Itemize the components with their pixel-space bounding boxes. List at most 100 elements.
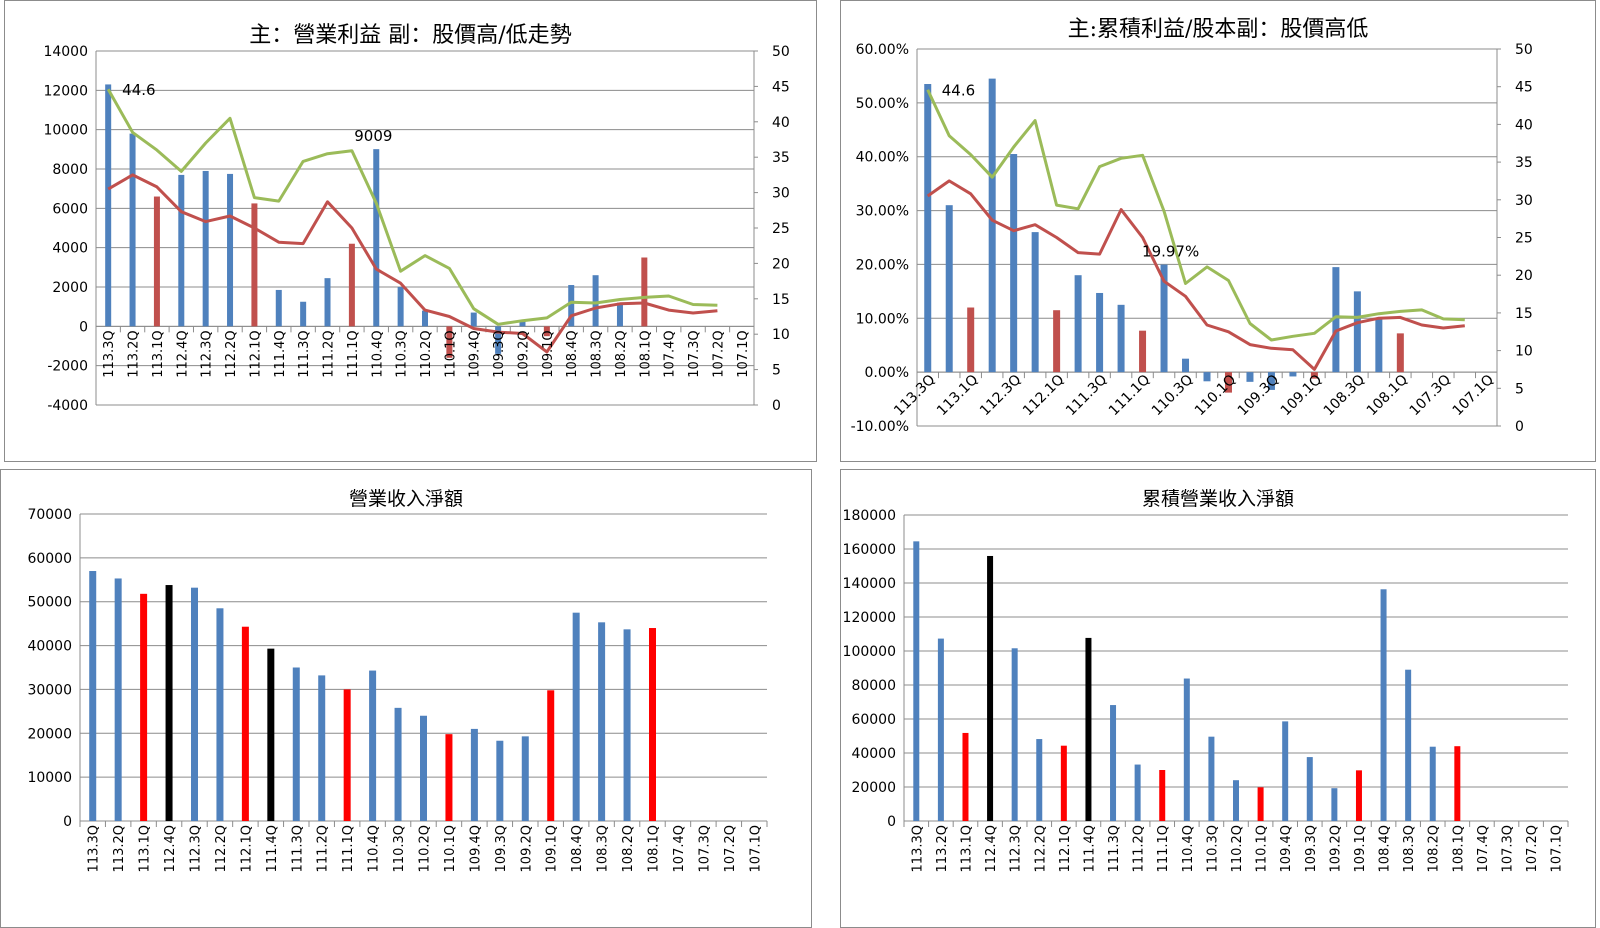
x-tick-label: 109.3Q bbox=[494, 825, 509, 872]
bar bbox=[1246, 372, 1254, 382]
bar bbox=[649, 628, 656, 821]
y-tick-label: 8000 bbox=[52, 162, 88, 178]
y-tick-label: -10.00% bbox=[851, 419, 909, 435]
x-tick-label: 110.3Q bbox=[392, 825, 407, 872]
x-tick-label: 113.3Q bbox=[87, 825, 102, 872]
bar bbox=[202, 170, 209, 327]
cumulative-revenue-chart: 0 20000 40000 60000 80000 100000 120000 140000 1… bbox=[843, 508, 1569, 872]
series-line bbox=[926, 179, 1465, 371]
y-tick-label: 80000 bbox=[851, 678, 896, 694]
y-tick-label: 70000 bbox=[27, 507, 72, 523]
bar bbox=[1282, 721, 1289, 821]
x-tick-label: 111.1Q bbox=[346, 330, 361, 377]
bar bbox=[1289, 372, 1297, 377]
bar bbox=[89, 571, 97, 821]
x-tick-label: 108.1Q bbox=[1451, 825, 1466, 872]
bar bbox=[153, 196, 160, 327]
x-tick-label: 112.3Q bbox=[189, 825, 204, 872]
bar bbox=[521, 736, 529, 821]
bar bbox=[1331, 788, 1338, 821]
series-line bbox=[107, 173, 718, 354]
x-tick-label: 111.1Q bbox=[1106, 372, 1153, 419]
bar bbox=[1353, 291, 1361, 373]
y-tick-label: 40000 bbox=[851, 746, 896, 762]
y2-tick-label: 0 bbox=[772, 398, 781, 414]
y-tick-label: 4000 bbox=[52, 241, 88, 257]
y-tick-label: 180000 bbox=[843, 508, 896, 524]
y2-tick-label: 45 bbox=[1515, 80, 1533, 96]
x-tick-label: 110.2Q bbox=[1230, 825, 1245, 872]
x-tick-label: 107.4Q bbox=[1476, 825, 1491, 872]
x-tick-label: 111.4Q bbox=[265, 825, 280, 872]
x-tick-label: 112.1Q bbox=[1058, 825, 1073, 872]
bar bbox=[105, 84, 112, 327]
x-tick-label: 113.2Q bbox=[935, 825, 950, 872]
bar bbox=[1380, 589, 1387, 821]
x-tick-label: 107.1Q bbox=[1550, 825, 1565, 872]
bar bbox=[191, 587, 198, 821]
y-tick-label: 40000 bbox=[27, 639, 72, 655]
bar bbox=[572, 612, 580, 821]
bar bbox=[470, 312, 477, 327]
x-tick-label: 108.2Q bbox=[614, 330, 629, 377]
x-tick-label: 111.2Q bbox=[316, 825, 331, 872]
bar bbox=[227, 173, 234, 327]
x-tick-label: 109.2Q bbox=[519, 825, 534, 872]
x-tick-label: 109.4Q bbox=[1279, 825, 1294, 872]
x-tick-label: 108.4Q bbox=[570, 825, 585, 872]
bar bbox=[1454, 746, 1461, 821]
bar bbox=[1267, 372, 1275, 390]
bar bbox=[967, 307, 975, 373]
x-tick-label: 112.2Q bbox=[1033, 825, 1048, 872]
y-tick-label: 140000 bbox=[843, 576, 896, 592]
bar bbox=[913, 541, 920, 821]
bar bbox=[1306, 757, 1313, 821]
bar bbox=[1233, 780, 1239, 821]
bar bbox=[140, 593, 148, 821]
x-tick-label: 107.3Q bbox=[697, 825, 712, 872]
x-tick-label: 107.4Q bbox=[663, 330, 678, 377]
bar bbox=[216, 608, 224, 821]
bar bbox=[495, 326, 502, 354]
y-tick-label: 20.00% bbox=[856, 257, 909, 273]
x-tick-label: 112.3Q bbox=[977, 372, 1024, 419]
y-tick-label: 0.00% bbox=[865, 365, 909, 381]
x-tick-label: 109.2Q bbox=[1328, 825, 1343, 872]
bar bbox=[1208, 736, 1215, 821]
bar bbox=[623, 629, 631, 821]
y-tick-label: 0 bbox=[79, 319, 88, 335]
bar bbox=[1429, 746, 1436, 821]
chart-title: 累積營業收入淨額 bbox=[1141, 488, 1294, 510]
y-tick-label: -4000 bbox=[47, 398, 88, 414]
bar bbox=[1257, 787, 1264, 821]
x-tick-label: 109.1Q bbox=[541, 330, 556, 377]
bar bbox=[945, 205, 953, 373]
x-tick-label: 107.2Q bbox=[711, 330, 726, 377]
x-tick-label: 110.3Q bbox=[1205, 825, 1220, 872]
data-label: 19.97% bbox=[1142, 243, 1199, 261]
data-label: 44.6 bbox=[942, 82, 975, 100]
bar bbox=[568, 285, 575, 327]
x-tick-label: 113.3Q bbox=[910, 825, 925, 872]
y-tick-label: 10000 bbox=[27, 770, 72, 786]
y2-tick-label: 40 bbox=[772, 115, 790, 131]
y-tick-label: 60000 bbox=[27, 551, 72, 567]
bar bbox=[1310, 372, 1318, 379]
y2-tick-label: 5 bbox=[1515, 381, 1524, 397]
x-tick-label: 107.1Q bbox=[736, 330, 751, 377]
x-tick-label: 108.4Q bbox=[1378, 825, 1393, 872]
bar bbox=[267, 648, 275, 821]
bar bbox=[1134, 764, 1141, 821]
bar bbox=[251, 203, 258, 327]
bar bbox=[1396, 333, 1404, 373]
bar bbox=[422, 310, 428, 327]
bar bbox=[543, 326, 550, 337]
y2-tick-label: 45 bbox=[772, 79, 790, 95]
x-tick-label: 112.4Q bbox=[163, 825, 178, 872]
x-tick-label: 108.4Q bbox=[565, 330, 580, 377]
bar bbox=[1332, 267, 1340, 373]
bar bbox=[275, 289, 282, 327]
bar bbox=[1053, 310, 1061, 373]
bar bbox=[394, 707, 402, 821]
bar bbox=[348, 243, 355, 327]
